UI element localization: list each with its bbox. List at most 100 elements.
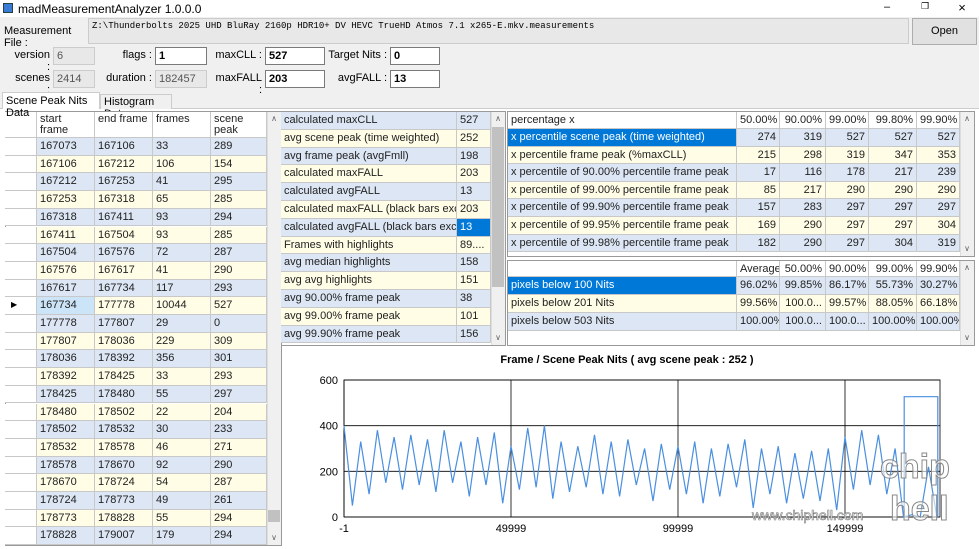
table-cell[interactable]: 178532 <box>95 421 153 439</box>
table-cell[interactable]: 290 <box>780 217 826 235</box>
table-cell[interactable]: avg 99.00% frame peak <box>281 307 457 326</box>
table-cell[interactable]: avg scene peak (time weighted) <box>281 129 457 148</box>
table-cell[interactable]: 178502 <box>37 421 95 439</box>
table-cell[interactable]: 229 <box>153 332 211 351</box>
table-cell[interactable]: 178425 <box>37 385 95 404</box>
field-value[interactable]: 203 <box>265 70 325 88</box>
table-cell[interactable]: 297 <box>826 234 869 253</box>
table-cell[interactable]: 290 <box>826 181 869 200</box>
column-header[interactable]: 99.90% <box>917 261 960 277</box>
table-cell[interactable]: 261 <box>211 492 267 510</box>
table-cell[interactable]: 283 <box>780 199 826 217</box>
table-cell[interactable]: 156 <box>457 325 491 344</box>
table-cell[interactable]: 167617 <box>95 261 153 280</box>
table-cell[interactable]: 99.56% <box>737 295 780 313</box>
table-cell[interactable]: 100.0... <box>826 313 869 331</box>
column-header[interactable]: percentage x <box>508 112 737 129</box>
table-cell[interactable]: 297 <box>826 199 869 217</box>
restore-button[interactable]: ❐ <box>920 1 930 11</box>
column-header[interactable]: 99.00% <box>826 112 869 129</box>
table-cell[interactable]: pixels below 100 Nits <box>508 277 737 295</box>
field-value[interactable]: 13 <box>390 70 440 88</box>
table-cell[interactable]: 167253 <box>37 191 95 209</box>
table-cell[interactable]: 309 <box>211 332 267 351</box>
table-cell[interactable]: 293 <box>211 368 267 386</box>
table-cell[interactable]: 527 <box>826 129 869 147</box>
table-cell[interactable]: 93 <box>153 208 211 227</box>
table-cell[interactable]: x percentile frame peak (%maxCLL) <box>508 146 737 165</box>
table-cell[interactable]: x percentile of 99.00% percentile frame … <box>508 181 737 200</box>
table-cell[interactable]: 38 <box>457 290 491 308</box>
table-cell[interactable]: 167106 <box>95 138 153 156</box>
table-cell[interactable]: 271 <box>211 438 267 457</box>
table-cell[interactable]: 10044 <box>153 297 211 315</box>
field-value[interactable]: 0 <box>390 47 440 65</box>
table-cell[interactable]: 54 <box>153 474 211 492</box>
close-button[interactable]: × <box>958 0 966 15</box>
field-value[interactable]: 1 <box>155 47 207 65</box>
table-cell[interactable]: x percentile of 99.95% percentile frame … <box>508 217 737 235</box>
table-cell[interactable]: 167318 <box>95 191 153 209</box>
table-cell[interactable]: 178670 <box>37 474 95 492</box>
column-header[interactable]: end frame <box>95 112 153 138</box>
table-cell[interactable]: 301 <box>211 350 267 369</box>
table-cell[interactable]: 55 <box>153 509 211 528</box>
table-cell[interactable]: 290 <box>211 456 267 475</box>
table-cell[interactable]: 177778 <box>95 297 153 315</box>
table-cell[interactable]: 167576 <box>37 261 95 280</box>
table-cell[interactable]: 178036 <box>95 332 153 351</box>
table-cell[interactable]: 179 <box>153 527 211 546</box>
table-cell[interactable]: 13 <box>457 218 491 237</box>
table-cell[interactable]: 178724 <box>95 474 153 492</box>
table-cell[interactable]: 72 <box>153 244 211 262</box>
table-cell[interactable]: x percentile of 99.98% percentile frame … <box>508 234 737 253</box>
table-cell[interactable]: 217 <box>869 164 917 182</box>
table-cell[interactable]: 182 <box>737 234 780 253</box>
tab[interactable]: Scene Peak Nits Data <box>2 92 100 119</box>
table-cell[interactable]: 287 <box>211 474 267 492</box>
table-cell[interactable]: 290 <box>780 234 826 253</box>
table-cell[interactable]: 290 <box>869 181 917 200</box>
table-cell[interactable]: 178392 <box>37 368 95 386</box>
table-cell[interactable]: 99.85% <box>780 277 826 295</box>
table-cell[interactable]: 178425 <box>95 368 153 386</box>
table-cell[interactable]: 178724 <box>37 492 95 510</box>
table-cell[interactable]: 297 <box>869 217 917 235</box>
table-cell[interactable]: 86.17% <box>826 277 869 295</box>
table-cell[interactable]: avg avg highlights <box>281 272 457 290</box>
table-cell[interactable]: 298 <box>780 146 826 165</box>
table-cell[interactable]: calculated maxCLL <box>281 112 457 130</box>
table-cell[interactable]: 239 <box>917 164 960 182</box>
table-cell[interactable]: 100.0... <box>780 295 826 313</box>
table-cell[interactable]: 178828 <box>37 527 95 546</box>
table-cell[interactable]: 154 <box>211 155 267 174</box>
table-cell[interactable]: 178773 <box>95 492 153 510</box>
table-cell[interactable]: 167212 <box>37 173 95 192</box>
table-cell[interactable]: 178773 <box>37 509 95 528</box>
table-cell[interactable]: 100.0... <box>780 313 826 331</box>
table-cell[interactable]: Frames with highlights <box>281 236 457 255</box>
table-cell[interactable]: 177778 <box>37 315 95 333</box>
table-cell[interactable]: 178532 <box>37 438 95 457</box>
table-cell[interactable]: 178828 <box>95 509 153 528</box>
column-header[interactable]: 99.90% <box>917 112 960 129</box>
table-cell[interactable]: 101 <box>457 307 491 326</box>
column-header[interactable]: start frame <box>37 112 95 138</box>
table-cell[interactable]: 167318 <box>37 208 95 227</box>
table-cell[interactable]: 65 <box>153 191 211 209</box>
column-header[interactable]: 99.00% <box>869 261 917 277</box>
table-cell[interactable]: 297 <box>917 199 960 217</box>
table-cell[interactable]: 204 <box>211 403 267 422</box>
table-cell[interactable]: 178502 <box>95 403 153 422</box>
table-cell[interactable]: avg 90.00% frame peak <box>281 290 457 308</box>
table-cell[interactable]: pixels below 201 Nits <box>508 295 737 313</box>
table-cell[interactable]: 167106 <box>37 155 95 174</box>
table-cell[interactable]: 33 <box>153 368 211 386</box>
table-cell[interactable]: 294 <box>211 208 267 227</box>
table-cell[interactable]: 46 <box>153 438 211 457</box>
table-cell[interactable]: avg 99.90% frame peak <box>281 325 457 344</box>
table-cell[interactable]: 17 <box>737 164 780 182</box>
table-cell[interactable]: 178670 <box>95 456 153 475</box>
table-cell[interactable]: 297 <box>211 385 267 404</box>
table-cell[interactable]: 169 <box>737 217 780 235</box>
